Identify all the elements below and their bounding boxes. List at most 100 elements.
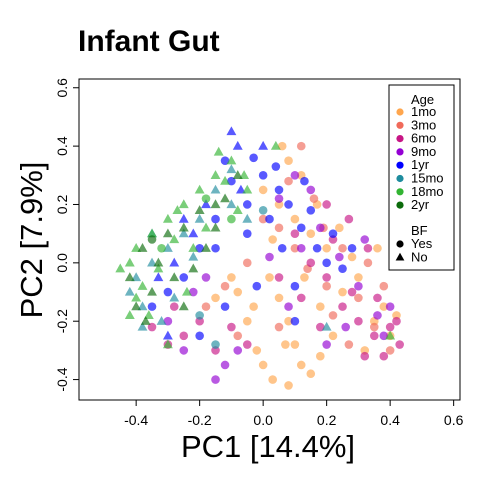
data-point-circle [290, 340, 300, 349]
data-point-circle [268, 235, 277, 244]
y-tick-label: -0.4 [54, 367, 70, 391]
data-point-triangle [147, 257, 157, 267]
data-point-circle [252, 281, 262, 291]
data-point-circle [354, 273, 363, 282]
data-point-circle [335, 252, 344, 262]
data-point-circle [211, 375, 220, 384]
legend-item-label: 6mo [411, 131, 436, 146]
data-point-triangle [201, 243, 211, 252]
data-point-circle [201, 273, 211, 282]
data-point-circle [252, 346, 262, 355]
data-point-triangle [226, 199, 237, 209]
data-point-triangle [153, 257, 164, 267]
data-point-circle [322, 243, 331, 253]
data-point-circle [211, 293, 220, 303]
y-tick-label: -0.2 [54, 309, 70, 333]
data-point-circle [195, 331, 204, 341]
data-point-triangle [162, 213, 173, 223]
data-point-triangle [226, 164, 237, 174]
data-point-circle [274, 293, 284, 303]
data-point-circle [242, 229, 252, 238]
legend-item-label: 15mo [411, 171, 444, 186]
legend-swatch [396, 135, 404, 143]
legend-circle-icon [396, 240, 404, 248]
data-point-circle [344, 340, 354, 349]
data-point-circle [277, 141, 287, 151]
legend-age-title: Age [411, 92, 434, 107]
data-point-circle [335, 223, 344, 233]
data-point-triangle [153, 272, 164, 282]
data-point-triangle [213, 146, 224, 156]
data-point-circle [179, 331, 189, 341]
data-point-circle [322, 281, 331, 291]
y-tick-label: 0.6 [54, 78, 70, 98]
data-point-circle [268, 375, 277, 384]
data-point-triangle [220, 175, 230, 185]
data-point-triangle [201, 222, 211, 232]
data-point-circle [316, 351, 325, 361]
data-point-circle [316, 223, 325, 233]
data-point-triangle [188, 251, 199, 261]
data-point-circle [265, 273, 274, 282]
data-point-circle [290, 281, 300, 291]
y-axis: -0.4 -0.2 0.0 0.2 0.4 0.6 [54, 78, 79, 392]
data-point-triangle [169, 257, 180, 267]
data-point-triangle [182, 286, 192, 296]
data-point-circle [344, 214, 354, 224]
legend-swatch [396, 188, 404, 196]
data-point-circle [300, 176, 309, 186]
data-point-circle [290, 243, 300, 253]
data-point-circle [385, 346, 395, 355]
data-point-circle [195, 311, 204, 320]
y-tick-label: 0.2 [54, 195, 70, 215]
x-tick-label: 0.4 [380, 412, 400, 428]
data-point-circle [296, 293, 306, 303]
data-point-circle [157, 243, 166, 253]
data-points [115, 126, 404, 390]
data-point-triangle [239, 170, 250, 179]
legend-item-label: 3mo [411, 117, 436, 132]
data-point-circle [242, 340, 252, 349]
data-point-triangle [232, 205, 243, 214]
data-point-circle [227, 214, 236, 224]
data-point-circle [360, 351, 370, 361]
data-point-triangle [169, 272, 180, 282]
legend-swatch [396, 148, 404, 156]
data-point-circle [354, 293, 363, 303]
chart-title: Infant Gut [78, 25, 220, 58]
data-point-circle [363, 258, 373, 268]
data-point-circle [369, 322, 379, 332]
data-point-triangle [232, 140, 243, 150]
data-point-circle [338, 264, 347, 273]
data-point-circle [281, 340, 290, 349]
data-point-triangle [232, 170, 243, 179]
data-point-circle [233, 287, 243, 297]
data-point-circle [258, 171, 268, 180]
data-point-circle [290, 171, 300, 180]
data-point-triangle [153, 263, 164, 273]
data-point-triangle [162, 228, 173, 238]
data-point-circle [220, 360, 230, 370]
data-point-circle [265, 252, 274, 262]
legend-swatch [396, 108, 404, 116]
data-point-circle [328, 311, 338, 320]
data-point-circle [379, 281, 389, 291]
series-15mo [124, 164, 332, 349]
data-point-circle [322, 340, 331, 349]
data-point-triangle [115, 263, 126, 273]
legend-item-label: 1mo [411, 104, 436, 119]
data-point-circle [163, 287, 173, 297]
data-point-circle [284, 316, 293, 326]
data-point-triangle [140, 316, 151, 325]
plot-frame [78, 78, 461, 401]
data-point-triangle [210, 184, 221, 194]
data-point-triangle [147, 286, 157, 296]
data-point-circle [274, 185, 284, 195]
data-point-circle [316, 302, 325, 311]
data-point-circle [395, 340, 404, 349]
data-point-circle [274, 322, 284, 332]
data-point-circle [290, 316, 300, 326]
data-point-circle [284, 200, 293, 209]
data-point-triangle [226, 126, 237, 136]
